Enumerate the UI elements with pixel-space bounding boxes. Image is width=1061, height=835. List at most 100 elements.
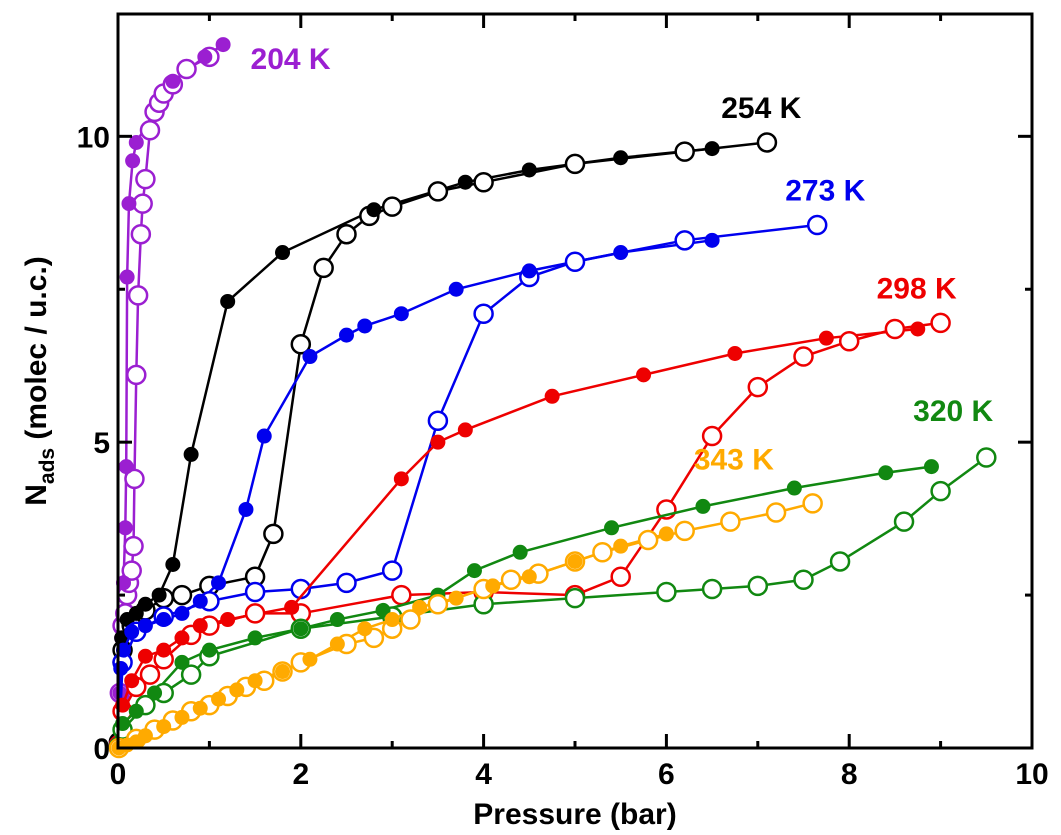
filled-data-point bbox=[165, 557, 181, 572]
open-data-point bbox=[135, 168, 156, 190]
filled-data-point bbox=[197, 49, 213, 65]
open-data-point bbox=[124, 468, 145, 490]
series-273-k bbox=[108, 214, 828, 756]
open-data-point bbox=[427, 594, 449, 615]
series-label: 320 K bbox=[913, 395, 993, 428]
open-data-point bbox=[884, 318, 906, 340]
open-data-point bbox=[674, 520, 695, 542]
filled-data-point bbox=[393, 306, 409, 322]
open-data-point bbox=[180, 664, 202, 685]
y-axis-label-units: (molec / u.c.) bbox=[20, 256, 53, 448]
open-data-point bbox=[500, 569, 522, 591]
open-data-point bbox=[756, 132, 778, 153]
x-tick-label: 2 bbox=[292, 758, 309, 791]
filled-data-point bbox=[151, 587, 167, 603]
open-data-point bbox=[244, 581, 266, 603]
filled-data-point bbox=[613, 538, 629, 554]
x-tick-label: 0 bbox=[110, 758, 127, 791]
filled-data-point bbox=[192, 700, 208, 716]
open-data-point bbox=[674, 141, 695, 162]
filled-data-point bbox=[613, 150, 629, 166]
open-data-point bbox=[793, 346, 814, 367]
open-data-point bbox=[765, 502, 787, 523]
open-data-point bbox=[793, 569, 814, 591]
open-data-point bbox=[564, 251, 586, 272]
x-axis-label: Pressure (bar) bbox=[473, 798, 676, 831]
filled-data-point bbox=[156, 612, 172, 628]
y-tick-label: 10 bbox=[77, 121, 110, 154]
desorption-line bbox=[118, 502, 813, 750]
filled-data-point bbox=[448, 590, 464, 606]
filled-data-point bbox=[125, 153, 141, 169]
filled-data-point bbox=[121, 196, 137, 212]
open-data-point bbox=[473, 171, 494, 193]
filled-data-point bbox=[229, 682, 245, 698]
open-data-point bbox=[290, 334, 312, 355]
open-data-point bbox=[123, 535, 144, 557]
filled-data-point bbox=[113, 660, 129, 676]
filled-data-point bbox=[329, 636, 345, 652]
series-layer bbox=[108, 37, 997, 759]
filled-data-point bbox=[183, 446, 199, 462]
open-data-point bbox=[829, 551, 851, 572]
open-data-point bbox=[381, 196, 403, 217]
filled-data-point bbox=[521, 263, 537, 279]
series-label: 298 K bbox=[877, 272, 957, 305]
open-data-point bbox=[930, 480, 951, 502]
filled-data-point bbox=[457, 422, 473, 438]
filled-data-point bbox=[339, 327, 354, 343]
open-data-point bbox=[126, 364, 147, 386]
open-data-point bbox=[976, 447, 997, 468]
filled-data-point bbox=[284, 599, 300, 615]
series-label: 273 K bbox=[785, 175, 865, 208]
series-320-k bbox=[108, 447, 997, 758]
x-tick-label: 8 bbox=[841, 758, 858, 791]
filled-data-point bbox=[156, 719, 172, 735]
filled-data-point bbox=[137, 648, 153, 664]
open-data-point bbox=[802, 493, 823, 514]
filled-data-point bbox=[174, 605, 190, 621]
series-label-layer: 204 K 254 K 273 K 298 K 320 K 343 K bbox=[251, 43, 994, 477]
series-298-k bbox=[108, 312, 951, 756]
y-axis-label-subscript: ads bbox=[36, 448, 59, 484]
filled-data-point bbox=[275, 664, 291, 680]
filled-data-point bbox=[457, 174, 473, 190]
filled-data-point bbox=[147, 685, 163, 701]
filled-data-point bbox=[192, 593, 208, 609]
filled-data-point bbox=[636, 367, 652, 383]
series-label: 204 K bbox=[251, 43, 331, 76]
filled-data-point bbox=[818, 330, 834, 346]
filled-data-point bbox=[115, 642, 131, 658]
open-data-point bbox=[171, 584, 193, 606]
filled-data-point bbox=[485, 578, 501, 594]
open-data-point bbox=[336, 223, 357, 245]
open-data-point bbox=[701, 578, 723, 600]
filled-data-point bbox=[302, 349, 318, 365]
y-axis-label: Nads (molec / u.c.) bbox=[20, 256, 59, 506]
open-data-point bbox=[838, 330, 860, 352]
open-data-point bbox=[930, 312, 951, 334]
open-data-point bbox=[806, 214, 828, 236]
filled-data-point bbox=[704, 141, 720, 157]
filled-data-point bbox=[238, 501, 254, 517]
filled-data-point bbox=[220, 293, 236, 309]
open-data-point bbox=[747, 376, 769, 398]
open-data-point bbox=[747, 575, 769, 597]
filled-data-point bbox=[174, 630, 190, 646]
filled-data-point bbox=[247, 630, 263, 646]
filled-data-point bbox=[156, 642, 172, 658]
open-data-point bbox=[139, 119, 161, 141]
filled-data-point bbox=[613, 245, 629, 261]
x-tick-label: 6 bbox=[658, 758, 675, 791]
filled-data-point bbox=[512, 544, 528, 560]
filled-data-point bbox=[128, 703, 144, 719]
y-tick-label: 5 bbox=[93, 427, 110, 460]
filled-data-point bbox=[923, 459, 939, 475]
filled-data-point bbox=[215, 37, 231, 53]
filled-data-point bbox=[695, 498, 711, 514]
filled-data-point bbox=[658, 526, 674, 542]
open-data-point bbox=[592, 542, 613, 563]
filled-data-point bbox=[128, 605, 144, 621]
filled-data-point bbox=[220, 612, 236, 628]
